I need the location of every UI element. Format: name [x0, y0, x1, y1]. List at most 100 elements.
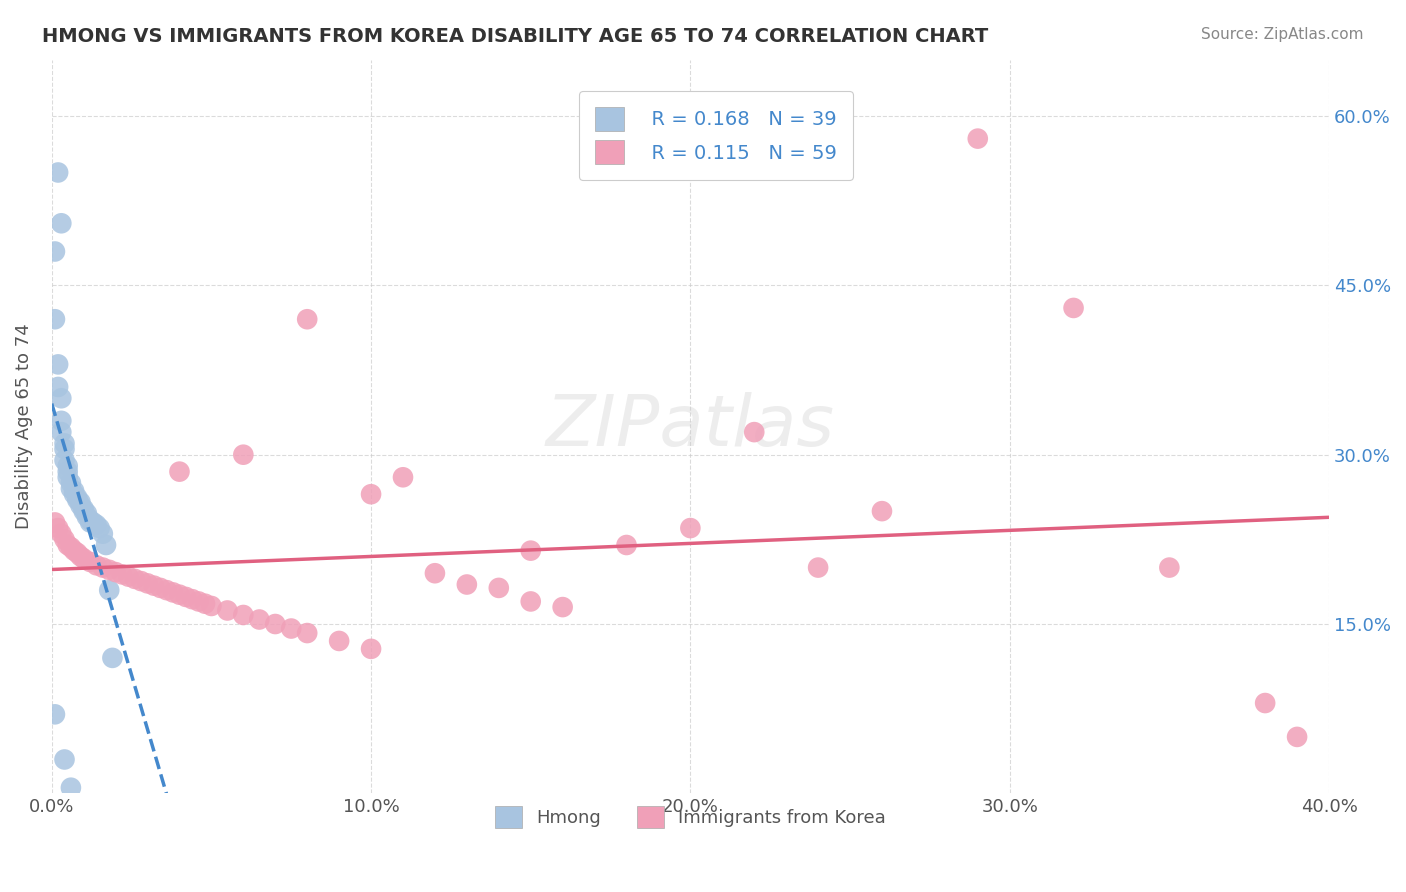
Point	[136, 576, 159, 591]
Point	[295, 312, 318, 326]
Point	[280, 622, 302, 636]
Point	[79, 555, 101, 569]
Point	[124, 572, 146, 586]
Point	[91, 560, 114, 574]
Point	[63, 543, 86, 558]
Text: Source: ZipAtlas.com: Source: ZipAtlas.com	[1201, 27, 1364, 42]
Point	[59, 541, 82, 555]
Point	[194, 597, 217, 611]
Point	[63, 483, 86, 498]
Point	[232, 607, 254, 622]
Point	[156, 583, 179, 598]
Point	[679, 521, 702, 535]
Point	[181, 592, 204, 607]
Point	[73, 501, 96, 516]
Point	[117, 569, 139, 583]
Point	[1159, 560, 1181, 574]
Point	[53, 533, 76, 547]
Point	[1254, 696, 1277, 710]
Point	[59, 780, 82, 795]
Point	[360, 487, 382, 501]
Point	[46, 358, 69, 372]
Point	[69, 499, 91, 513]
Point	[232, 448, 254, 462]
Point	[98, 583, 121, 598]
Point	[73, 551, 96, 566]
Text: ZIPatlas: ZIPatlas	[546, 392, 835, 461]
Point	[111, 567, 134, 582]
Point	[86, 558, 108, 573]
Point	[51, 526, 73, 541]
Point	[51, 391, 73, 405]
Point	[76, 507, 98, 521]
Point	[519, 594, 541, 608]
Point	[456, 577, 478, 591]
Point	[870, 504, 893, 518]
Point	[82, 516, 104, 530]
Point	[69, 549, 91, 564]
Point	[79, 516, 101, 530]
Point	[53, 436, 76, 450]
Point	[1286, 730, 1309, 744]
Point	[98, 563, 121, 577]
Point	[53, 453, 76, 467]
Point	[53, 442, 76, 456]
Point	[200, 599, 222, 613]
Point	[46, 380, 69, 394]
Point	[295, 626, 318, 640]
Point	[142, 579, 165, 593]
Y-axis label: Disability Age 65 to 74: Disability Age 65 to 74	[15, 324, 32, 529]
Point	[44, 707, 66, 722]
Point	[169, 588, 191, 602]
Point	[63, 487, 86, 501]
Point	[423, 566, 446, 581]
Point	[551, 600, 574, 615]
Point	[56, 470, 79, 484]
Point	[44, 516, 66, 530]
Point	[69, 495, 91, 509]
Point	[966, 131, 988, 145]
Point	[66, 492, 89, 507]
Point	[807, 560, 830, 574]
Point	[56, 458, 79, 473]
Point	[129, 574, 152, 588]
Point	[162, 585, 184, 599]
Point	[1063, 301, 1085, 315]
Text: HMONG VS IMMIGRANTS FROM KOREA DISABILITY AGE 65 TO 74 CORRELATION CHART: HMONG VS IMMIGRANTS FROM KOREA DISABILIT…	[42, 27, 988, 45]
Point	[56, 538, 79, 552]
Point	[360, 641, 382, 656]
Legend: Hmong, Immigrants from Korea: Hmong, Immigrants from Korea	[488, 799, 893, 836]
Point	[44, 312, 66, 326]
Point	[616, 538, 638, 552]
Point	[66, 491, 89, 505]
Point	[51, 414, 73, 428]
Point	[59, 475, 82, 490]
Point	[46, 521, 69, 535]
Point	[73, 504, 96, 518]
Point	[79, 513, 101, 527]
Point	[76, 509, 98, 524]
Point	[46, 165, 69, 179]
Point	[174, 590, 197, 604]
Point	[53, 752, 76, 766]
Point	[187, 594, 209, 608]
Point	[56, 465, 79, 479]
Point	[101, 651, 124, 665]
Point	[328, 634, 350, 648]
Point	[247, 613, 270, 627]
Point	[89, 521, 111, 535]
Point	[488, 581, 510, 595]
Point	[91, 526, 114, 541]
Point	[94, 538, 117, 552]
Point	[59, 482, 82, 496]
Point	[51, 216, 73, 230]
Point	[519, 543, 541, 558]
Point	[104, 565, 127, 579]
Point	[51, 425, 73, 439]
Point	[217, 603, 239, 617]
Point	[392, 470, 415, 484]
Point	[149, 581, 172, 595]
Point	[169, 465, 191, 479]
Point	[264, 617, 287, 632]
Point	[44, 244, 66, 259]
